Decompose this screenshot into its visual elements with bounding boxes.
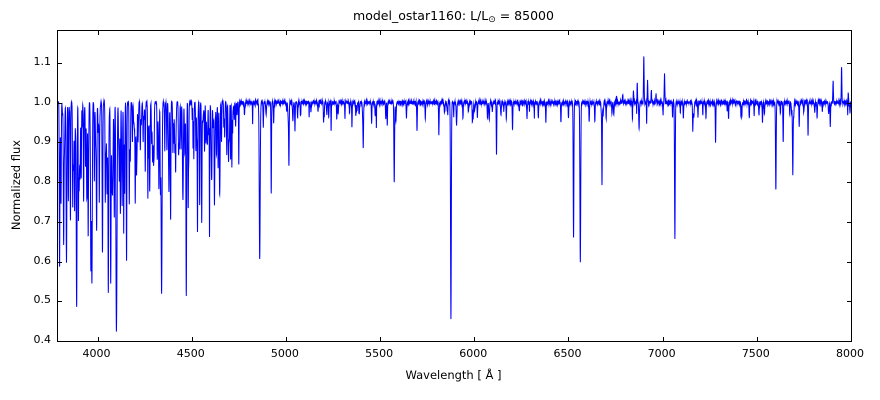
y-tick-label: 1.1 — [33, 54, 52, 68]
x-tick-label: 5500 — [365, 347, 394, 360]
y-tick-label: 0.7 — [33, 213, 52, 227]
title-prefix: model_ostar1160: L/L — [353, 8, 489, 23]
x-tick-label: 5000 — [270, 347, 299, 360]
x-tick-label: 7500 — [741, 347, 770, 360]
y-tick-label: 1.0 — [33, 94, 52, 108]
y-tick-label: 0.5 — [33, 293, 52, 307]
x-tick-label: 7000 — [647, 347, 676, 360]
spectrum-canvas — [58, 31, 851, 341]
y-tick-label: 0.6 — [33, 253, 52, 267]
chart-title: model_ostar1160: L/L⊙ = 85000 — [57, 8, 850, 25]
y-tick-label: 0.4 — [33, 333, 52, 346]
y-tick-label: 0.8 — [33, 174, 52, 188]
sun-symbol: ⊙ — [488, 15, 496, 25]
plot-area — [57, 30, 852, 342]
x-tick-label: 4000 — [82, 347, 111, 360]
x-tick-label: 6000 — [459, 347, 488, 360]
x-axis-label: Wavelength [ Å ] — [405, 368, 502, 382]
x-tick-label: 8000 — [836, 347, 864, 360]
title-suffix: = 85000 — [495, 8, 554, 23]
x-tick-label: 6500 — [553, 347, 582, 360]
y-tick-label: 0.9 — [33, 134, 52, 148]
x-tick-label: 4500 — [176, 347, 205, 360]
